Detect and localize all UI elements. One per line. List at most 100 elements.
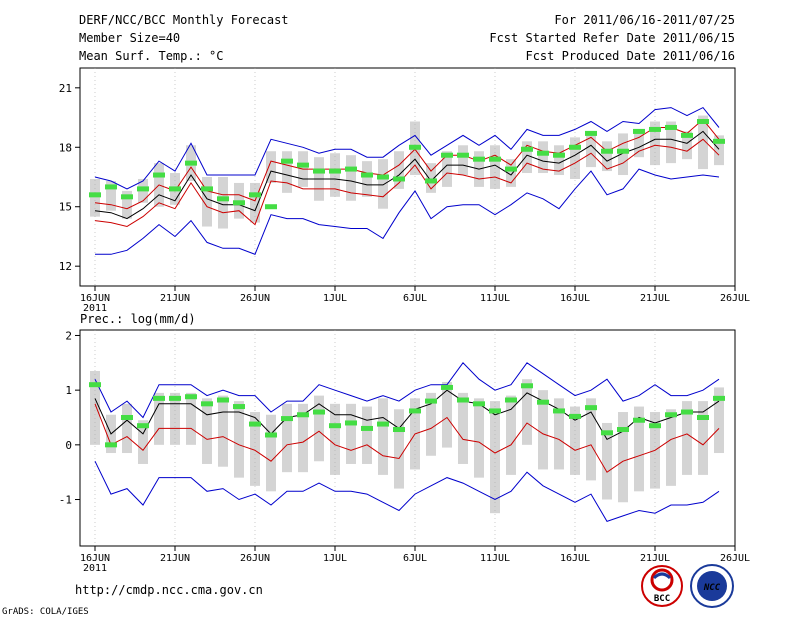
median-marker: [441, 152, 453, 158]
ensemble-box: [634, 131, 644, 158]
y-tick-label: 18: [59, 141, 72, 154]
median-marker: [137, 186, 149, 192]
median-marker: [89, 192, 101, 198]
median-marker: [105, 184, 117, 190]
bcc-logo: BCC: [641, 565, 683, 607]
x-tick-label: 11JUL: [480, 293, 510, 304]
x-tick-label: 16JUL: [560, 293, 590, 304]
ensemble-box: [714, 135, 724, 166]
median-marker: [361, 425, 373, 431]
ensemble-box: [618, 133, 628, 176]
median-marker: [137, 423, 149, 429]
median-marker: [633, 128, 645, 134]
x-tick-label: 21JUN: [160, 293, 190, 304]
y-tick-label: 12: [59, 260, 72, 273]
ensemble-box: [634, 406, 644, 492]
median-marker: [601, 430, 613, 436]
max-line: [94, 362, 720, 419]
x-tick-year: 2011: [83, 563, 107, 574]
ensemble-box: [282, 151, 292, 193]
median-marker: [665, 412, 677, 418]
median-marker: [297, 162, 309, 168]
ensemble-box: [458, 145, 468, 176]
plot-frame: [79, 329, 736, 547]
median-marker: [169, 395, 181, 401]
x-tick-label: 16JUN: [80, 293, 110, 304]
ensemble-box: [330, 153, 340, 197]
median-marker: [217, 196, 229, 202]
y-tick-label: -1: [59, 494, 72, 507]
ensemble-box: [474, 398, 484, 478]
top-panel-title: Mean Surf. Temp.: °C: [79, 49, 224, 63]
bcc-logo-text: BCC: [654, 594, 670, 604]
ensemble-box: [602, 422, 612, 500]
ensemble-box: [266, 414, 276, 492]
x-tick-label: 16JUL: [560, 553, 590, 564]
median-marker: [281, 158, 293, 164]
median-marker: [313, 168, 325, 174]
ensemble-box: [682, 131, 692, 160]
median-marker: [585, 130, 597, 136]
bottom-panel-title: Prec.: log(mm/d): [80, 312, 196, 326]
ensemble-box: [458, 392, 468, 464]
ensemble-box: [218, 395, 228, 467]
ensemble-box: [538, 141, 548, 174]
median-marker: [329, 423, 341, 429]
median-marker: [185, 394, 197, 400]
plot-frame: [79, 67, 736, 287]
median-marker: [569, 144, 581, 150]
ensemble-box: [90, 178, 100, 217]
ensemble-box: [442, 381, 452, 448]
median-marker: [377, 174, 389, 180]
median-marker: [649, 423, 661, 429]
median-marker: [89, 382, 101, 388]
ensemble-box: [666, 409, 676, 486]
ensemble-box: [122, 190, 132, 219]
median-marker: [233, 200, 245, 206]
median-marker: [633, 417, 645, 423]
median-marker: [585, 405, 597, 411]
median-marker: [649, 126, 661, 132]
median-marker: [185, 160, 197, 166]
median-marker: [409, 408, 421, 414]
y-tick-label: 0: [65, 439, 72, 452]
x-tick-label: 21JUL: [640, 553, 670, 564]
ensemble-box: [362, 406, 372, 464]
ensemble-box: [650, 121, 660, 166]
ensemble-box: [266, 151, 276, 183]
median-marker: [233, 404, 245, 410]
y-tick-label: 2: [65, 329, 72, 342]
ensemble-box: [218, 177, 228, 229]
forecast-produced-date: Fcst Produced Date 2011/06/16: [525, 49, 735, 63]
median-marker: [201, 401, 213, 407]
ensemble-box: [362, 161, 372, 197]
ensemble-box: [618, 412, 628, 503]
x-tick-label: 1JUL: [323, 553, 347, 564]
source-url[interactable]: http://cmdp.ncc.cma.gov.cn: [75, 583, 263, 597]
median-marker: [617, 148, 629, 154]
p10-line: [94, 138, 720, 228]
x-tick-label: 1JUL: [323, 293, 347, 304]
median-marker: [457, 152, 469, 158]
ensemble-box: [426, 163, 436, 193]
ensemble-box: [554, 398, 564, 470]
ensemble-box: [90, 371, 100, 445]
median-marker: [681, 409, 693, 415]
median-marker: [121, 414, 133, 420]
median-marker: [345, 420, 357, 426]
ensemble-box: [106, 180, 116, 211]
ncc-logo: NCC: [690, 564, 734, 608]
median-marker: [169, 186, 181, 192]
ensemble-box: [698, 401, 708, 475]
median-marker: [425, 398, 437, 404]
median-marker: [249, 421, 261, 427]
mean-line: [94, 130, 720, 220]
median-marker: [521, 146, 533, 152]
median-marker: [601, 148, 613, 154]
x-tick-label: 26JUN: [240, 553, 270, 564]
ensemble-box: [682, 401, 692, 475]
ensemble-box: [234, 401, 244, 478]
median-marker: [441, 384, 453, 390]
